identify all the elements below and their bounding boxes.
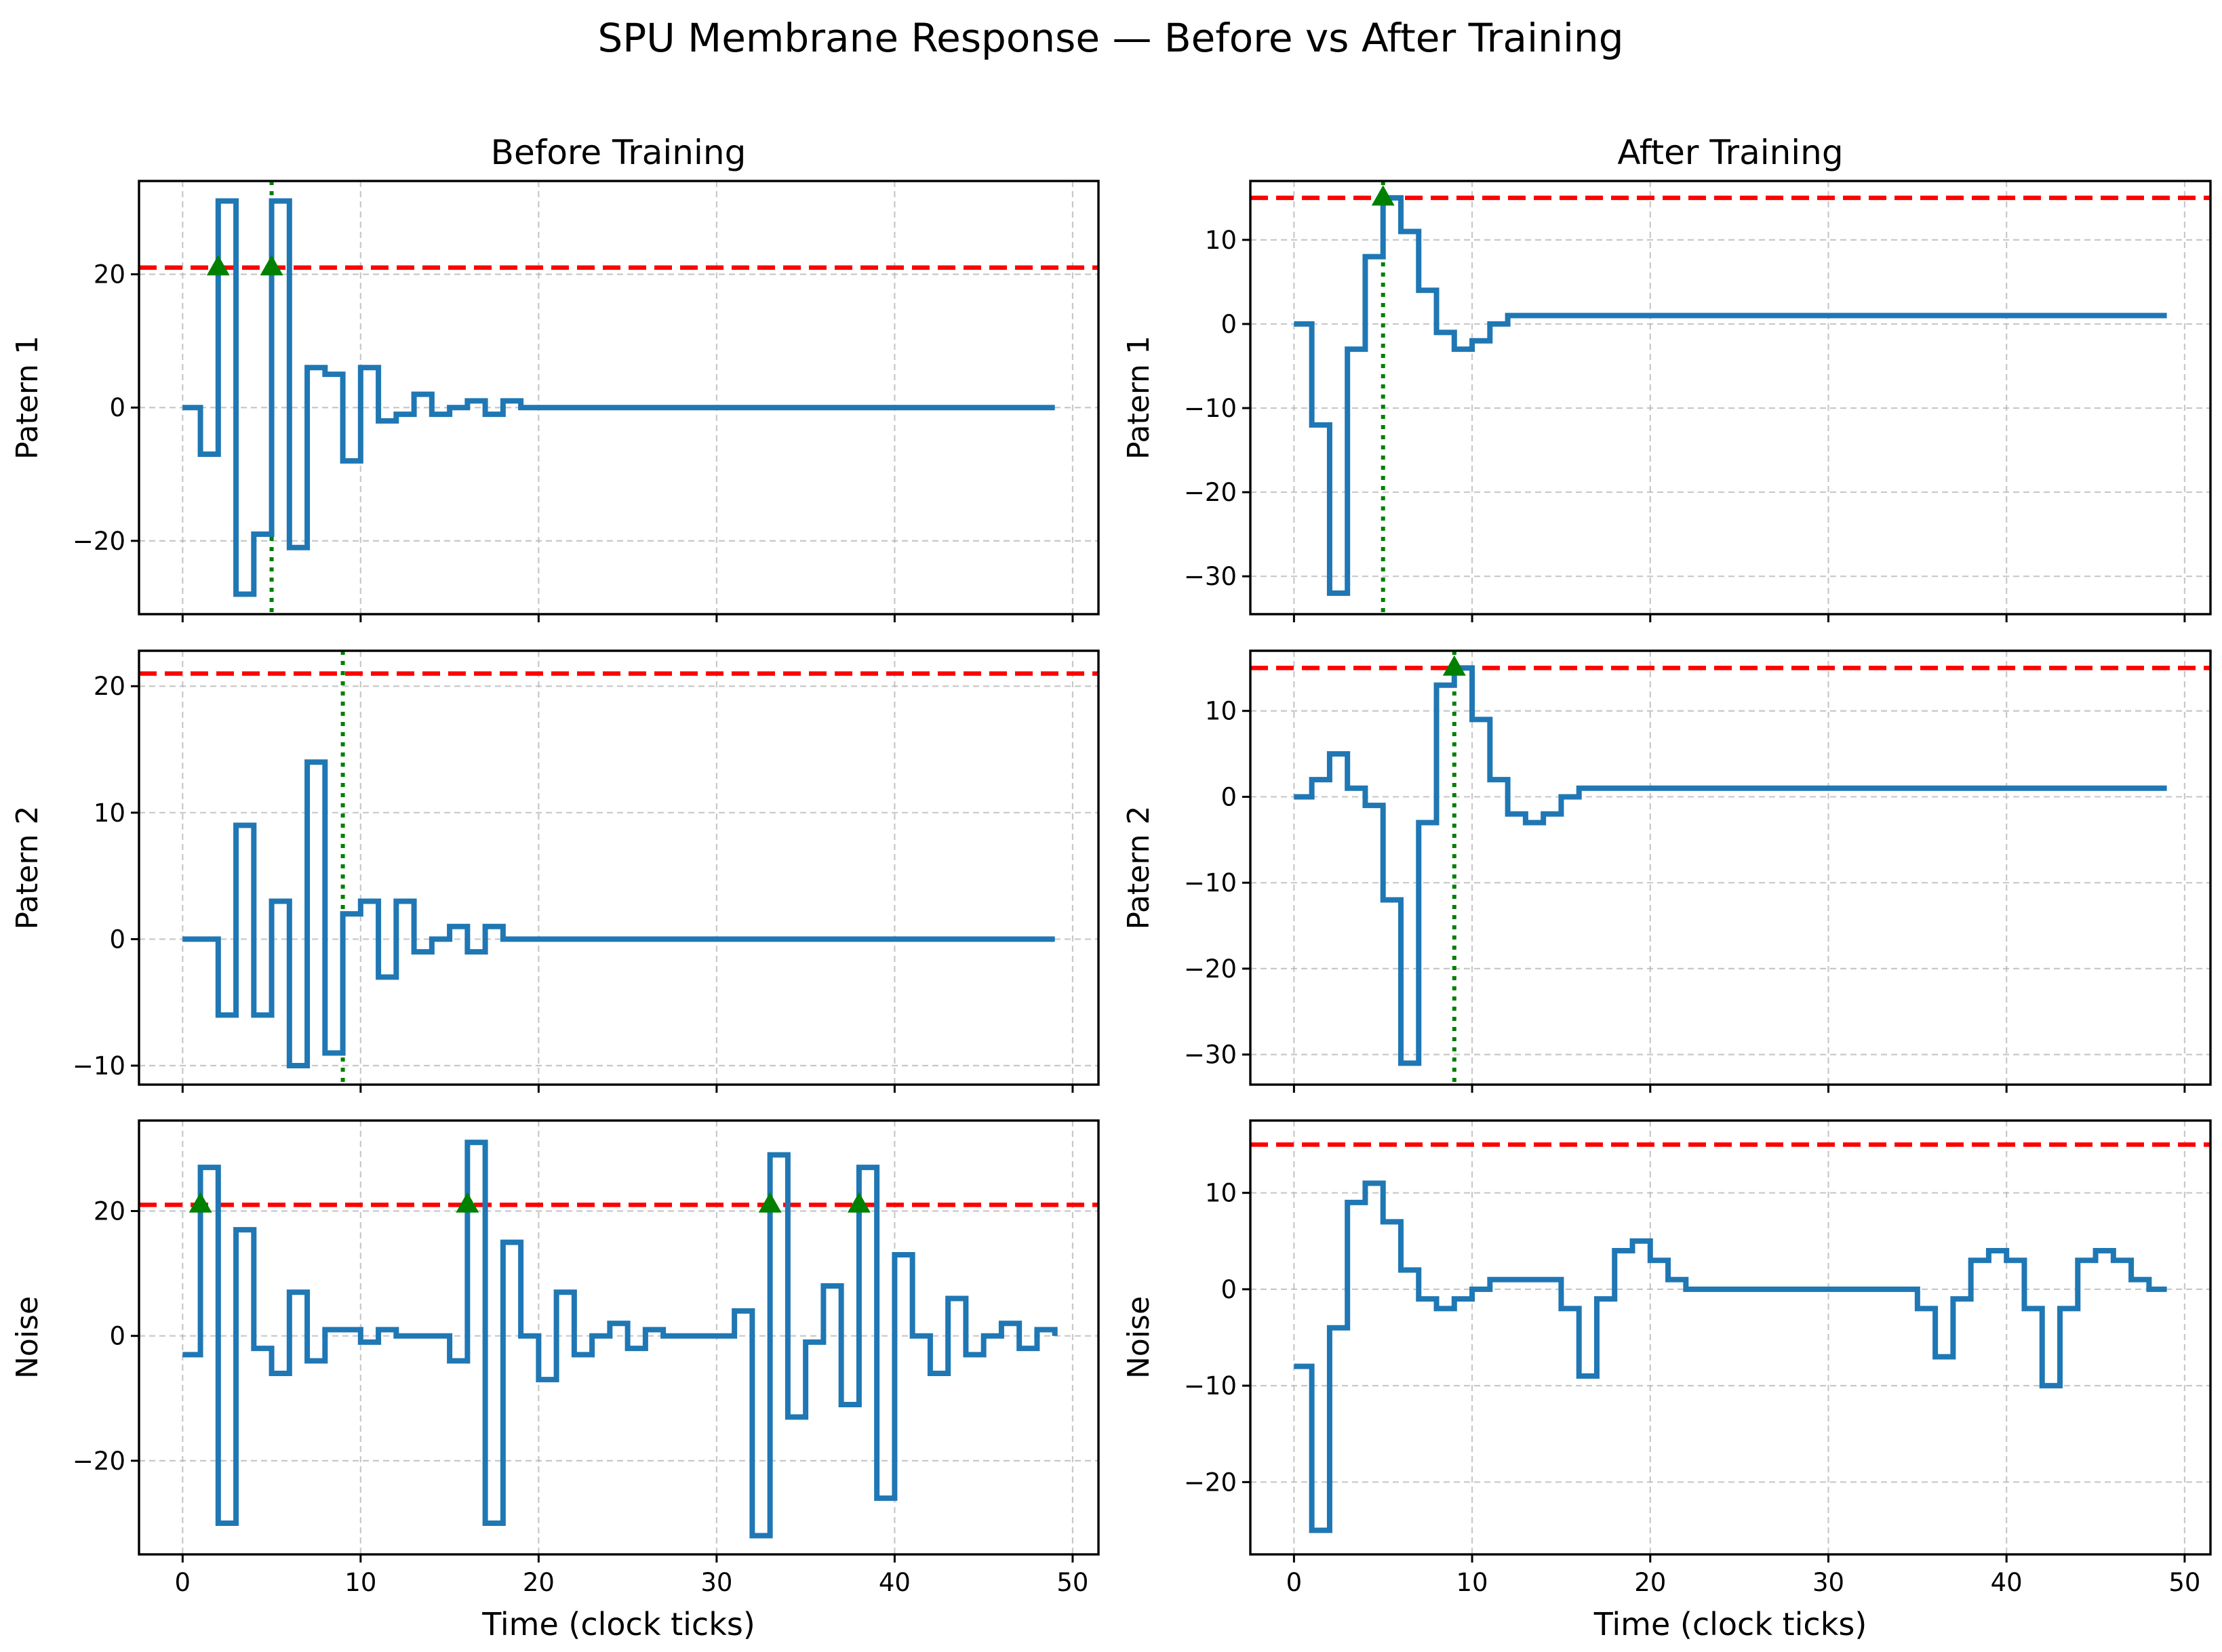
y-tick-label: −30 bbox=[1184, 1041, 1237, 1070]
x-tick-label: 10 bbox=[344, 1568, 376, 1597]
x-axis-label: Time (clock ticks) bbox=[481, 1606, 755, 1643]
x-tick-label: 50 bbox=[1056, 1568, 1088, 1597]
subplot-3: −10 0 10 20 Patern 2 bbox=[10, 649, 1100, 1093]
y-axis-label: Noise bbox=[1122, 1296, 1156, 1379]
axes-frame bbox=[138, 649, 1100, 1086]
x-tick-label: 40 bbox=[879, 1568, 911, 1597]
x-tick-label: 30 bbox=[1812, 1568, 1844, 1597]
axes-frame bbox=[138, 180, 1100, 616]
figure-title: SPU Membrane Response — Before vs After … bbox=[597, 15, 1623, 61]
y-tick-label: −10 bbox=[1184, 868, 1237, 898]
y-tick-label: 20 bbox=[94, 672, 125, 701]
subplot-grid: −20 0 20 Patern 1 −30 −20 −10 0 10 Patern 1 −10 0 10… bbox=[10, 180, 2212, 1643]
subplot-1: −20 0 20 Patern 1 bbox=[10, 180, 1100, 622]
y-tick-label: −10 bbox=[1184, 1371, 1237, 1401]
y-tick-label: 10 bbox=[1205, 697, 1237, 726]
membrane-trace bbox=[182, 1140, 1058, 1539]
x-axis-label: Time (clock ticks) bbox=[1593, 1606, 1867, 1643]
y-axis-label: Patern 2 bbox=[10, 805, 45, 929]
y-tick-label: −20 bbox=[73, 527, 125, 556]
x-tick-label: 20 bbox=[523, 1568, 555, 1597]
x-tick-label: 0 bbox=[175, 1568, 191, 1597]
axes-frame bbox=[138, 1119, 1100, 1556]
y-tick-label: −20 bbox=[1184, 478, 1237, 507]
subplot-6: 0 10 20 30 40 50 −20 −10 0 10 Noise Time (clock tic… bbox=[1122, 1119, 2212, 1643]
spike-marker bbox=[456, 1192, 479, 1213]
y-tick-label: 10 bbox=[1205, 1179, 1237, 1208]
spike-marker bbox=[260, 255, 283, 276]
column-title-after: After Training bbox=[1617, 133, 1843, 172]
axes-frame bbox=[1249, 1119, 2212, 1556]
y-tick-label: 0 bbox=[1221, 310, 1237, 339]
y-tick-label: −10 bbox=[1184, 394, 1237, 423]
membrane-trace bbox=[182, 198, 1055, 597]
y-axis-label: Patern 2 bbox=[1122, 805, 1156, 929]
x-tick-label: 30 bbox=[700, 1568, 732, 1597]
y-tick-label: 20 bbox=[94, 1197, 125, 1226]
y-axis-label: Noise bbox=[10, 1296, 45, 1379]
membrane-trace bbox=[1294, 195, 2167, 596]
x-tick-label: 40 bbox=[1991, 1568, 2023, 1597]
y-tick-label: −30 bbox=[1184, 562, 1237, 591]
subplot-5: 0 10 20 30 40 50 −20 0 20 Noise Time (clock ticks) bbox=[10, 1119, 1100, 1643]
x-tick-label: 10 bbox=[1456, 1568, 1488, 1597]
y-axis-label: Patern 1 bbox=[10, 336, 45, 460]
spike-marker bbox=[1442, 655, 1466, 676]
spike-marker bbox=[189, 1192, 212, 1213]
x-tick-label: 20 bbox=[1634, 1568, 1666, 1597]
y-axis-label: Patern 1 bbox=[1122, 336, 1156, 460]
membrane-trace bbox=[1294, 1180, 2167, 1533]
spike-marker bbox=[847, 1192, 871, 1213]
y-tick-label: −20 bbox=[1184, 954, 1237, 984]
axes-frame bbox=[1249, 180, 2212, 616]
axes-frame bbox=[1249, 649, 2212, 1086]
spike-marker bbox=[206, 255, 230, 276]
membrane-trace bbox=[182, 759, 1055, 1069]
y-tick-label: 10 bbox=[1205, 226, 1237, 255]
y-tick-label: 0 bbox=[109, 925, 125, 954]
y-tick-label: 20 bbox=[94, 260, 125, 289]
y-tick-label: 10 bbox=[94, 799, 125, 828]
subplot-2: −30 −20 −10 0 10 Patern 1 bbox=[1122, 180, 2212, 622]
x-tick-label: 0 bbox=[1286, 1568, 1303, 1597]
column-title-before: Before Training bbox=[491, 133, 747, 172]
y-tick-label: 0 bbox=[109, 1322, 125, 1351]
y-tick-label: 0 bbox=[1221, 782, 1237, 811]
spike-marker bbox=[1371, 185, 1395, 206]
y-tick-label: 0 bbox=[1221, 1275, 1237, 1304]
spike-marker bbox=[758, 1192, 782, 1213]
x-tick-label: 50 bbox=[2168, 1568, 2200, 1597]
y-tick-label: −20 bbox=[1184, 1468, 1237, 1497]
subplot-4: −30 −20 −10 0 10 Patern 2 bbox=[1122, 649, 2212, 1093]
y-tick-label: −10 bbox=[73, 1051, 125, 1081]
membrane-trace bbox=[1294, 665, 2167, 1066]
y-tick-label: 0 bbox=[109, 393, 125, 422]
y-tick-label: −20 bbox=[73, 1447, 125, 1476]
